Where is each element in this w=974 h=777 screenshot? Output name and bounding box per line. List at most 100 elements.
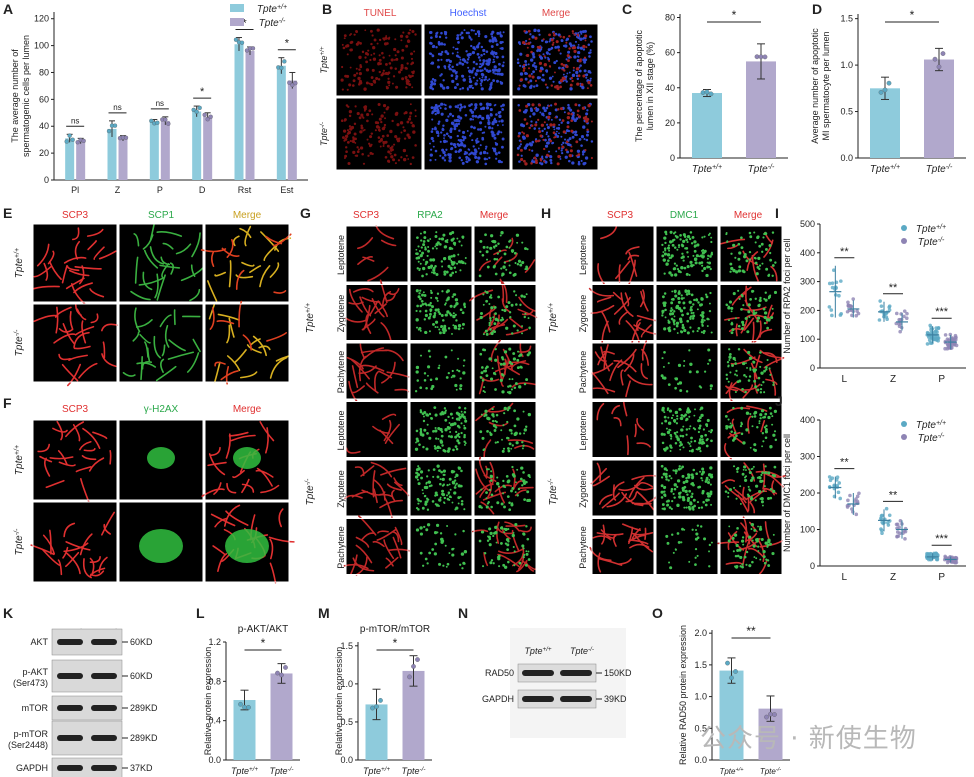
chromosome (32, 285, 60, 290)
focus (452, 143, 457, 147)
micrograph-E (118, 223, 204, 303)
focus (584, 156, 589, 160)
focus (368, 109, 372, 113)
focus (705, 273, 709, 278)
focus (438, 312, 442, 316)
chromosome (168, 339, 186, 352)
focus (681, 465, 684, 469)
focus (387, 77, 390, 80)
focus (473, 108, 476, 111)
focus (676, 248, 679, 251)
focus (763, 321, 767, 325)
focus (483, 157, 487, 161)
chromosome (142, 234, 154, 250)
chromosome (232, 469, 245, 479)
chromosome (600, 310, 611, 333)
focus (560, 62, 564, 66)
focus (689, 260, 693, 264)
focus (489, 561, 493, 565)
focus (544, 83, 548, 86)
focus (699, 525, 703, 528)
focus (463, 424, 466, 427)
focus (454, 150, 458, 154)
focus (579, 46, 584, 50)
focus (568, 159, 571, 163)
focus (754, 297, 757, 300)
data-point (830, 281, 835, 285)
focus (458, 156, 462, 160)
focus (692, 330, 695, 333)
micrograph-H (719, 225, 783, 283)
focus (707, 233, 710, 237)
focus (665, 427, 668, 430)
y-tick-label: 300 (800, 277, 815, 287)
focus (518, 109, 522, 112)
chromosome (259, 265, 271, 288)
chromosome (475, 483, 494, 495)
focus (736, 470, 739, 473)
focus (565, 148, 568, 152)
legend-marker (901, 238, 907, 244)
focus (479, 311, 484, 316)
focus (353, 122, 357, 126)
focus (518, 561, 522, 565)
focus (454, 105, 458, 108)
chromosome (372, 540, 385, 548)
focus (484, 162, 488, 166)
focus (496, 476, 499, 479)
chromosome (269, 262, 280, 278)
focus (759, 388, 763, 391)
focus (767, 297, 770, 300)
chromosome (49, 529, 52, 555)
focus (520, 466, 524, 470)
focus (540, 162, 544, 166)
focus (706, 261, 709, 264)
focus (456, 134, 459, 138)
focus (417, 502, 420, 505)
data-point (878, 299, 882, 303)
focus (501, 124, 504, 126)
focus (740, 307, 743, 311)
focus (400, 66, 404, 70)
focus (422, 419, 426, 423)
micrograph-B (335, 23, 423, 97)
focus (479, 315, 483, 320)
focus (353, 33, 356, 36)
focus (463, 508, 466, 511)
focus (436, 464, 440, 468)
focus (490, 234, 494, 238)
data-point (106, 128, 112, 134)
focus (493, 117, 496, 120)
focus (663, 447, 666, 451)
chromosome (214, 271, 227, 277)
chromosome (627, 254, 640, 261)
chromosome (351, 365, 359, 389)
focus (488, 302, 491, 305)
focus (525, 550, 528, 553)
focus (542, 106, 546, 110)
chromosome (357, 237, 374, 250)
focus (685, 506, 688, 509)
focus (531, 35, 535, 39)
focus (570, 56, 572, 59)
focus (710, 503, 713, 506)
chromosome (355, 536, 370, 548)
focus (484, 409, 488, 413)
focus (427, 469, 430, 472)
focus (463, 435, 466, 439)
chromosome (223, 504, 241, 527)
y-tick-label: 100 (800, 334, 815, 344)
data-point (830, 313, 834, 318)
focus (343, 37, 346, 40)
focus (706, 325, 709, 328)
data-point (202, 112, 207, 117)
focus (547, 57, 550, 61)
data-point (293, 81, 298, 86)
focus (518, 432, 522, 435)
focus (437, 108, 440, 111)
chromosome (69, 310, 74, 330)
chromosome (89, 557, 95, 575)
focus (490, 81, 493, 85)
micrograph-F (118, 501, 204, 583)
